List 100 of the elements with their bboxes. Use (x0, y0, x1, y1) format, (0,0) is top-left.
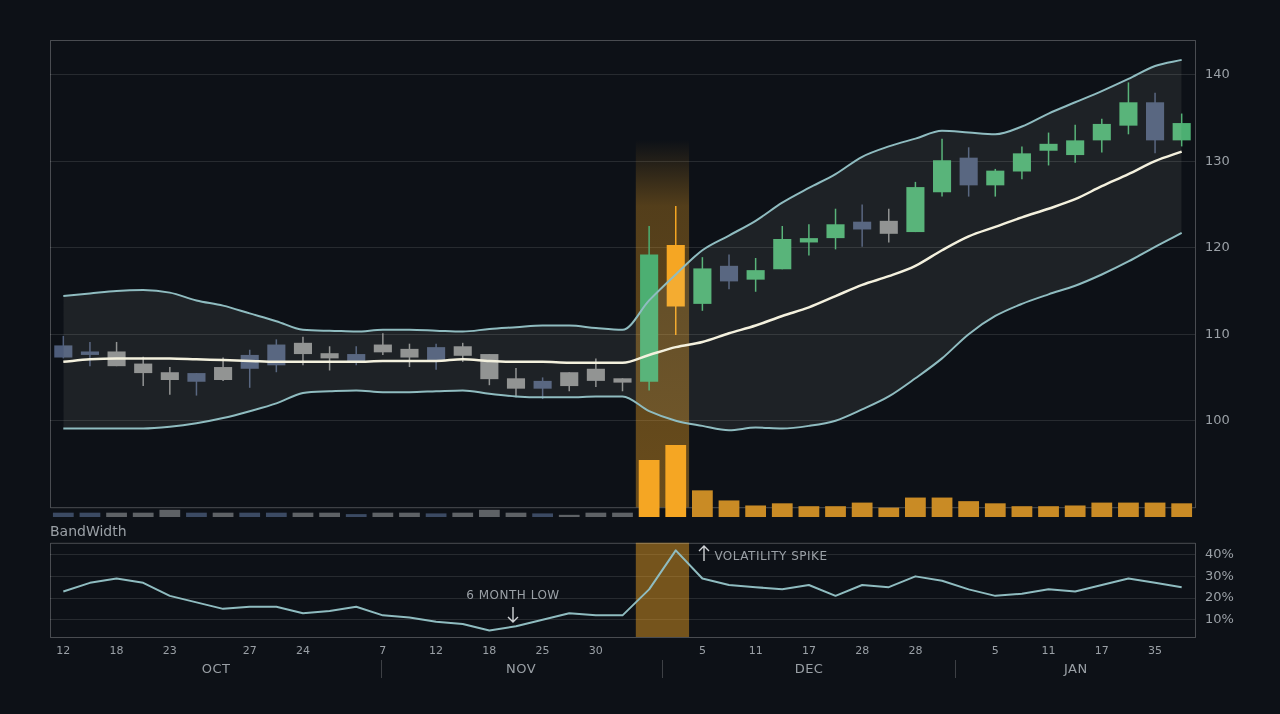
line-series (62, 58, 1183, 333)
bar (1091, 502, 1113, 517)
bar (399, 512, 420, 517)
candlestick (533, 376, 552, 400)
bar (771, 503, 793, 517)
candlestick (214, 356, 233, 382)
bar (718, 500, 740, 517)
bar (425, 513, 447, 517)
text: NOV (506, 661, 537, 676)
bar (905, 497, 926, 517)
bar (931, 497, 953, 517)
bar (1064, 505, 1086, 517)
x-tick-label: 11 (748, 644, 763, 658)
text: JAN (1063, 661, 1088, 676)
bar (1038, 506, 1059, 517)
bar (958, 501, 980, 517)
line-series (62, 231, 1183, 432)
candlestick (1066, 124, 1085, 164)
candlestick (719, 253, 739, 290)
candlestick (560, 371, 579, 393)
y-tick-label: 140 (1205, 65, 1230, 81)
candlestick (986, 168, 1005, 198)
x-tick-label: 11 (1041, 644, 1056, 658)
bar (851, 502, 873, 517)
x-tick-label: 17 (801, 644, 816, 658)
bar (452, 512, 474, 517)
bar (319, 512, 340, 517)
x-tick-label: 12 (429, 644, 444, 658)
bar (478, 509, 500, 517)
candlestick (1039, 131, 1058, 167)
x-tick-label: 23 (162, 644, 177, 658)
bar (132, 512, 154, 517)
candlestick (187, 372, 206, 397)
x-tick-label: 5 (991, 644, 999, 658)
annotation: VOLATILITY SPIKE (714, 548, 828, 563)
candlestick (799, 223, 818, 257)
candlestick (160, 366, 179, 396)
y-tick-label: 120 (1205, 239, 1230, 255)
bar (1118, 502, 1139, 517)
x-tick-label: 35 (1148, 644, 1163, 658)
y-tick-label: 30% (1205, 567, 1234, 583)
bar (612, 512, 633, 517)
candlestick (80, 341, 99, 367)
bar (1011, 506, 1033, 517)
bar (52, 512, 74, 517)
x-tick-label: 18 (109, 644, 124, 658)
y-tick-label: 40% (1205, 546, 1234, 562)
candlestick (293, 336, 313, 367)
y-tick-label: 110 (1205, 325, 1230, 341)
candlestick (1119, 81, 1138, 136)
x-tick-label: 28 (908, 644, 923, 658)
y-tick-label: 20% (1205, 589, 1234, 605)
bar (345, 514, 367, 517)
x-tick-label: 18 (482, 644, 497, 658)
x-tick-label: 17 (1094, 644, 1109, 658)
candlestick (879, 207, 898, 244)
candlestick (1092, 117, 1111, 154)
candlestick (1012, 145, 1031, 181)
candlestick (1172, 112, 1191, 148)
bar (825, 506, 846, 517)
bar (186, 512, 207, 517)
bar (1144, 502, 1166, 517)
bar (798, 506, 820, 517)
candlestick (427, 342, 446, 371)
x-tick-label: 5 (698, 644, 706, 658)
x-tick-label: 28 (855, 644, 870, 658)
x-tick-label: 27 (242, 644, 257, 658)
y-tick-label: 10% (1205, 611, 1234, 627)
bar (665, 444, 687, 517)
bar (239, 512, 261, 517)
bar (878, 507, 900, 517)
bar (585, 512, 607, 517)
bar (558, 514, 580, 517)
bar (745, 505, 767, 517)
bar (372, 512, 394, 517)
x-tick-label: 30 (588, 644, 603, 658)
bar (1171, 503, 1193, 517)
candlestick (320, 345, 339, 372)
x-tick-label: 25 (535, 644, 550, 658)
bar (532, 513, 553, 517)
candlestick (746, 257, 765, 293)
bar (692, 490, 713, 517)
candlestick (826, 207, 845, 251)
y-tick-label: 130 (1205, 152, 1230, 168)
x-tick-label: 12 (56, 644, 71, 658)
x-tick-label: 24 (295, 644, 310, 658)
y-tick-label: 100 (1205, 412, 1230, 428)
text: OCT (201, 661, 231, 676)
candlestick (453, 342, 472, 363)
text: DEC (794, 661, 824, 676)
bar (984, 503, 1006, 517)
bar (159, 509, 181, 517)
annotation: 6 MONTH LOW (466, 587, 560, 602)
bar (638, 460, 660, 517)
candlestick (400, 342, 419, 368)
bar (265, 512, 287, 517)
bar (106, 512, 127, 517)
chart-title: BandWidth (50, 522, 127, 539)
candlestick (586, 357, 605, 388)
x-tick-label: 7 (379, 644, 387, 658)
